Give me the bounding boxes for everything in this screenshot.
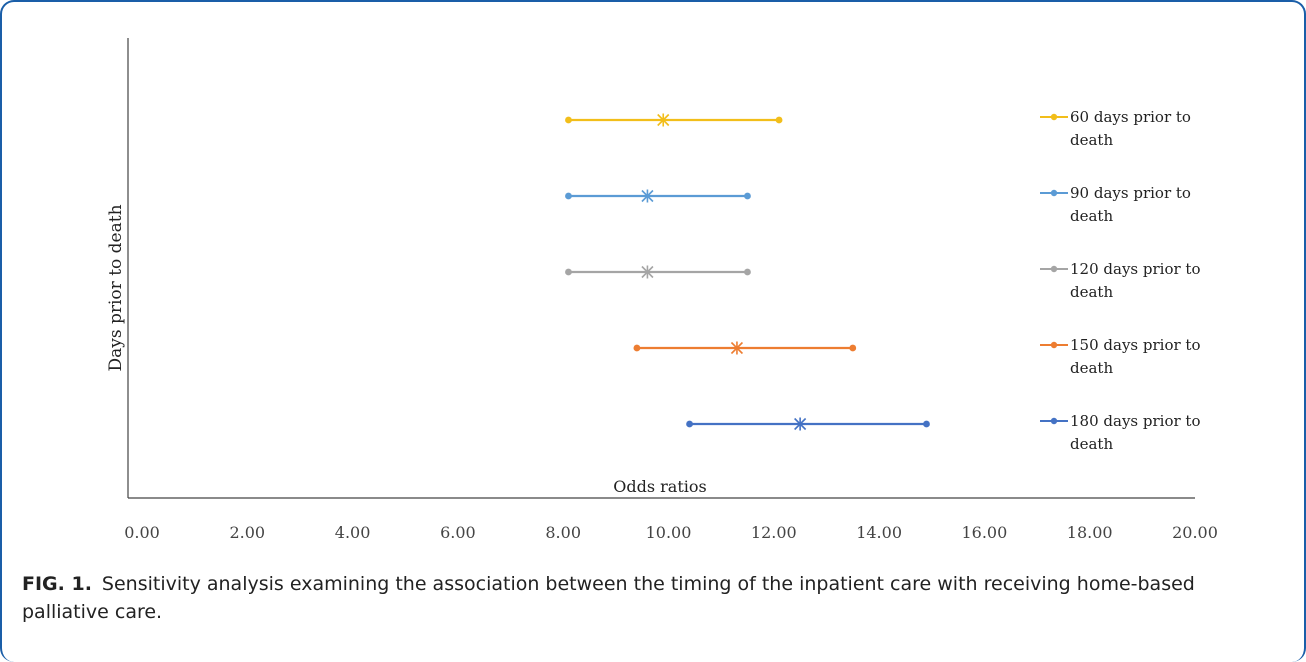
ci-high-marker bbox=[849, 344, 857, 352]
legend-label: death bbox=[1070, 283, 1113, 301]
legend-swatch-dot bbox=[1050, 265, 1058, 273]
x-tick-label: 16.00 bbox=[961, 523, 1007, 542]
legend-swatch-dot bbox=[1050, 189, 1058, 197]
ci-low-marker bbox=[565, 268, 572, 276]
ci-low-marker bbox=[565, 192, 572, 200]
series-group bbox=[565, 113, 930, 431]
legend-label: 150 days prior to bbox=[1070, 336, 1200, 354]
legend-swatch-dot bbox=[1050, 417, 1058, 425]
legend-label: 60 days prior to bbox=[1070, 108, 1191, 126]
point-estimate-marker bbox=[730, 341, 744, 355]
ci-low-marker bbox=[686, 420, 693, 428]
figure-caption: FIG. 1. Sensitivity analysis examining th… bbox=[22, 570, 1282, 626]
x-tick-label: 20.00 bbox=[1172, 523, 1218, 542]
x-tick-labels: 0.00 2.00 4.00 6.00 8.00 10.00 12.00 14.00 16.00… bbox=[124, 523, 1218, 542]
point-estimate-marker bbox=[657, 113, 670, 127]
x-tick-label: 14.00 bbox=[856, 523, 902, 542]
legend-label: 180 days prior to bbox=[1070, 412, 1200, 430]
x-tick-label: 4.00 bbox=[335, 523, 371, 542]
ci-low-marker bbox=[633, 344, 641, 352]
legend: 60 days prior to death 90 days prior to dea… bbox=[1040, 108, 1200, 453]
legend-label: 90 days prior to bbox=[1070, 184, 1191, 202]
x-tick-label: 18.00 bbox=[1067, 523, 1113, 542]
legend-label: death bbox=[1070, 207, 1113, 225]
point-estimate-marker bbox=[641, 189, 654, 203]
x-tick-label: 8.00 bbox=[545, 523, 581, 542]
caption-label: FIG. 1. bbox=[22, 573, 92, 595]
ci-high-marker bbox=[744, 268, 751, 276]
forest-plot: Odds ratios Days prior to death 0.00 2.00… bbox=[106, 38, 1218, 542]
ci-high-marker bbox=[775, 116, 783, 124]
x-tick-label: 6.00 bbox=[440, 523, 476, 542]
caption-text: Sensitivity analysis examining the assoc… bbox=[22, 573, 1195, 623]
y-axis-title: Days prior to death bbox=[106, 204, 126, 371]
legend-label: death bbox=[1070, 359, 1113, 377]
x-tick-label: 0.00 bbox=[124, 523, 160, 542]
ci-high-marker bbox=[923, 420, 930, 428]
x-tick-label: 10.00 bbox=[646, 523, 692, 542]
legend-label: death bbox=[1070, 435, 1113, 453]
ci-high-marker bbox=[744, 192, 751, 200]
x-tick-label: 12.00 bbox=[751, 523, 797, 542]
legend-swatch-dot bbox=[1050, 341, 1058, 349]
x-tick-label: 2.00 bbox=[229, 523, 265, 542]
legend-swatch-dot bbox=[1050, 113, 1058, 121]
legend-label: 120 days prior to bbox=[1070, 260, 1200, 278]
ci-low-marker bbox=[565, 116, 572, 124]
point-estimate-marker bbox=[794, 417, 807, 431]
point-estimate-marker bbox=[641, 265, 654, 279]
x-axis-title: Odds ratios bbox=[613, 477, 706, 496]
legend-label: death bbox=[1070, 131, 1113, 149]
